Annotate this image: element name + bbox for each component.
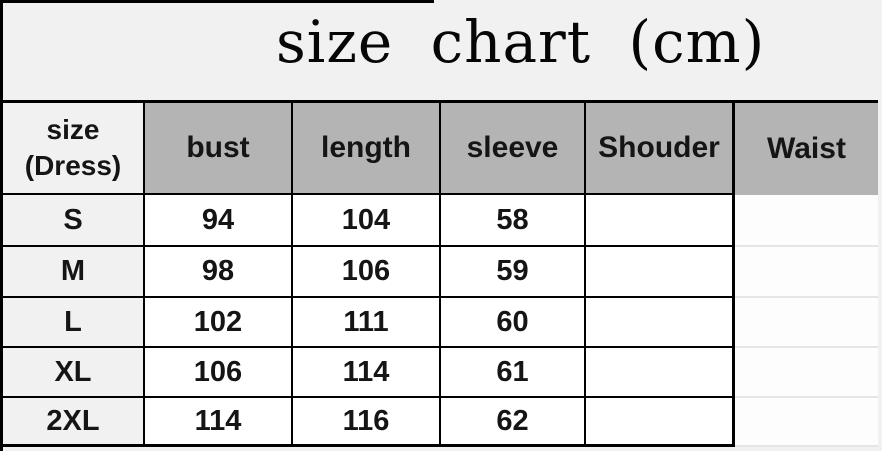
header-length: length: [293, 103, 441, 195]
row-label: S: [3, 195, 145, 247]
bust-value: 98: [145, 247, 293, 298]
header-shouder: Shouder: [586, 103, 735, 195]
length-value: 111: [293, 298, 441, 348]
shouder-value: [586, 298, 735, 348]
sleeve-value: 58: [441, 195, 586, 247]
row-label: L: [3, 298, 145, 348]
sleeve-value: 61: [441, 348, 586, 398]
bust-value: 106: [145, 348, 293, 398]
row-label: 2XL: [3, 398, 145, 447]
bust-value: 94: [145, 195, 293, 247]
shouder-value: [586, 348, 735, 398]
shouder-value: [586, 247, 735, 298]
waist-value: [735, 398, 878, 447]
sleeve-value: 60: [441, 298, 586, 348]
header-size-dress: size (Dress): [3, 103, 145, 195]
row-label: XL: [3, 348, 145, 398]
waist-value: [735, 348, 878, 398]
top-border-line: [0, 0, 434, 3]
length-value: 104: [293, 195, 441, 247]
sleeve-value: 62: [441, 398, 586, 447]
length-value: 106: [293, 247, 441, 298]
waist-value: [735, 247, 878, 298]
bust-value: 102: [145, 298, 293, 348]
length-value: 116: [293, 398, 441, 447]
bust-value: 114: [145, 398, 293, 447]
row-label: M: [3, 247, 145, 298]
length-value: 114: [293, 348, 441, 398]
waist-value: [735, 298, 878, 348]
sleeve-value: 59: [441, 247, 586, 298]
shouder-value: [586, 195, 735, 247]
header-sleeve: sleeve: [441, 103, 586, 195]
waist-value: [735, 195, 878, 247]
shouder-value: [586, 398, 735, 447]
header-waist: Waist: [735, 103, 878, 195]
size-table: size (Dress) bust length sleeve Shouder …: [0, 100, 878, 447]
page-title: size chart (cm): [276, 8, 766, 76]
header-bust: bust: [145, 103, 293, 195]
